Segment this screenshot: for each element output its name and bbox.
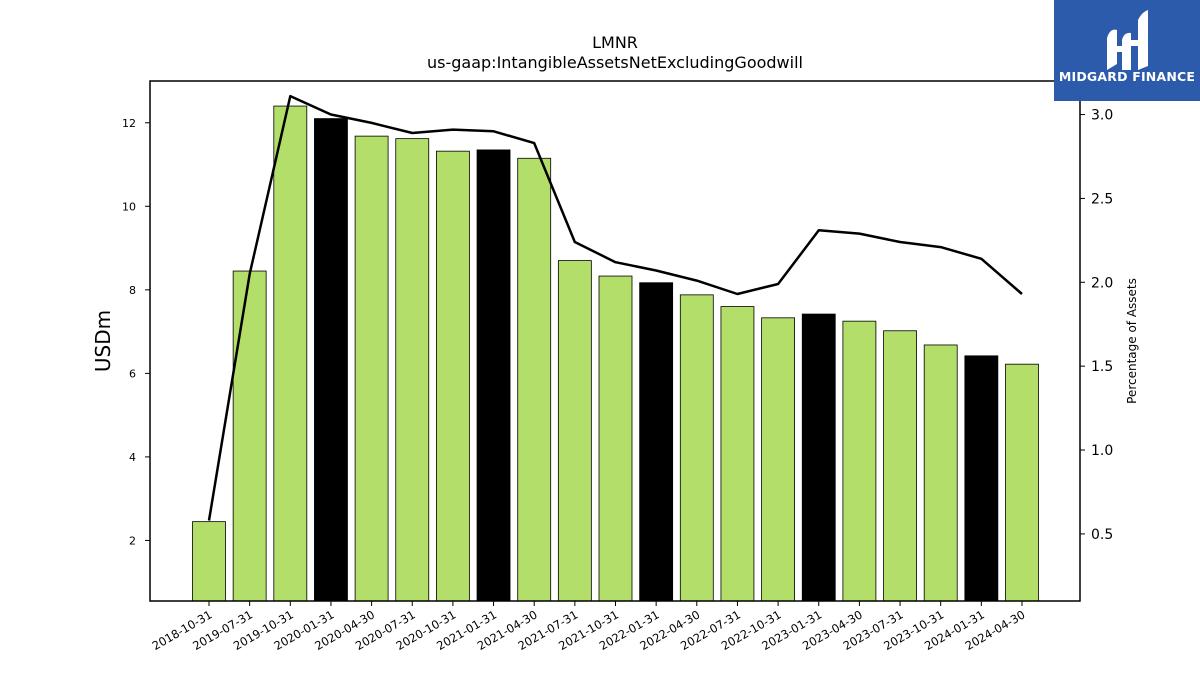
y-axis-label: USDm [91, 310, 115, 372]
y-tick-label: 8 [129, 284, 136, 297]
bar [720, 306, 755, 602]
percentage-line [207, 94, 1023, 521]
bar [598, 275, 633, 602]
bar [517, 157, 552, 602]
bar [273, 105, 308, 602]
line-group [207, 94, 1023, 521]
y-tick-label: 10 [122, 200, 136, 213]
bar [435, 150, 470, 602]
bar [314, 118, 348, 602]
bars-group [192, 105, 1039, 602]
bar [639, 282, 674, 602]
x-axis-ticks: 2018-10-312019-07-312019-10-312020-01-31… [150, 601, 1028, 653]
y2-tick-label: 1.5 [1091, 359, 1113, 375]
bar [1005, 363, 1039, 602]
y-tick-label: 6 [129, 367, 136, 380]
chart-title: LMNR [592, 33, 638, 52]
bar [923, 344, 958, 602]
y2-tick-label: 0.5 [1091, 527, 1113, 543]
bar [557, 260, 592, 602]
bar [395, 138, 430, 602]
bar [354, 135, 389, 602]
y2-tick-label: 2.0 [1091, 275, 1113, 291]
y2-axis-ticks: 0.5 1.0 1.5 2.0 2.5 3.0 [1080, 108, 1113, 543]
midgard-finance-logo: MIDGARD FINANCE [1054, 0, 1200, 101]
y2-tick-label: 3.0 [1091, 108, 1113, 124]
bar [761, 317, 795, 602]
bar [679, 294, 714, 602]
y-tick-label: 12 [122, 117, 136, 130]
y-axis-ticks: 2 4 6 8 10 12 [122, 117, 150, 547]
y2-tick-label: 2.5 [1091, 191, 1113, 207]
bar [232, 270, 267, 602]
y2-axis-label: Percentage of Assets [1125, 278, 1139, 404]
bar [883, 330, 917, 602]
bar [964, 355, 999, 602]
logo-text: MIDGARD FINANCE [1058, 69, 1196, 84]
chart-subtitle: us-gaap:IntangibleAssetsNetExcludingGood… [427, 53, 803, 72]
bar [476, 149, 511, 602]
bar [801, 313, 836, 602]
midgard-logo-icon [1107, 10, 1148, 70]
y-tick-label: 2 [129, 534, 136, 547]
bar [192, 521, 226, 602]
bar [842, 320, 877, 602]
y-tick-label: 4 [129, 451, 136, 464]
y2-tick-label: 1.0 [1091, 443, 1113, 459]
